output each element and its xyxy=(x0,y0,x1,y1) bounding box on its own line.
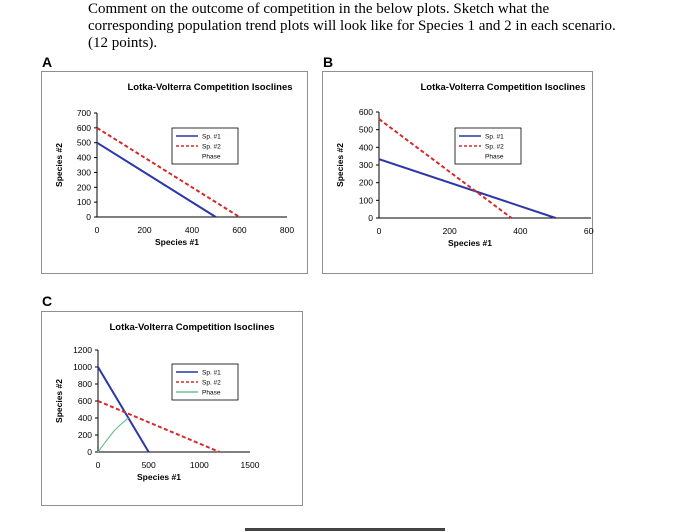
y-tick-label: 400 xyxy=(359,142,373,152)
y-tick-label: 600 xyxy=(78,396,92,406)
chart-title: Lotka-Volterra Competition Isoclines xyxy=(109,322,274,333)
x-tick-label: 1500 xyxy=(241,460,260,470)
question-line-3: (12 points). xyxy=(88,35,158,51)
x-tick-label: 400 xyxy=(513,226,527,236)
y-tick-label: 400 xyxy=(77,153,91,163)
x-axis-label: Species #1 xyxy=(137,472,181,482)
y-tick-label: 100 xyxy=(359,195,373,205)
y-tick-label: 0 xyxy=(86,212,91,222)
chart-title: Lotka-Volterra Competition Isoclines xyxy=(127,82,292,93)
series-line-sp-2 xyxy=(97,400,220,453)
legend-label: Phase xyxy=(202,154,221,161)
series-line-phase xyxy=(97,417,129,453)
y-tick-label: 0 xyxy=(87,447,92,457)
x-tick-label: 400 xyxy=(185,225,199,235)
x-tick-label: 800 xyxy=(280,225,294,235)
y-tick-label: 800 xyxy=(78,379,92,389)
chart-title: Lotka-Volterra Competition Isoclines xyxy=(420,82,585,93)
chart-svg: Lotka-Volterra Competition Isoclines 0 100… xyxy=(54,82,294,247)
x-tick-label: 500 xyxy=(142,460,156,470)
x-tick-label: 0 xyxy=(377,226,382,236)
x-axis-label: Species #1 xyxy=(155,237,199,247)
x-tick-label: 600 xyxy=(584,226,594,236)
question-line-2: corresponding population trend plots wil… xyxy=(88,18,616,34)
x-tick-label: 600 xyxy=(232,225,246,235)
legend-label: Sp. #1 xyxy=(202,370,221,377)
y-tick-label: 0 xyxy=(368,213,373,223)
y-tick-label: 200 xyxy=(359,178,373,188)
y-tick-label: 500 xyxy=(359,125,373,135)
question-line-1: Comment on the outcome of competition in… xyxy=(88,1,550,17)
y-axis-label: Species #2 xyxy=(54,379,64,423)
x-tick-label: 1000 xyxy=(190,460,209,470)
y-tick-label: 300 xyxy=(77,167,91,177)
y-tick-label: 1000 xyxy=(73,362,92,372)
series-line-sp-2 xyxy=(96,127,241,218)
y-tick-label: 100 xyxy=(77,197,91,207)
y-axis-label: Species #2 xyxy=(54,143,64,187)
series-line-sp-2 xyxy=(378,118,513,219)
legend-label: Phase xyxy=(485,154,504,161)
legend-label: Phase xyxy=(202,390,221,397)
question-text: Comment on the outcome of competition in… xyxy=(88,1,658,52)
chart-panel-a: Lotka-Volterra Competition Isoclines 0 100… xyxy=(41,71,308,274)
panel-label-a: A xyxy=(42,54,53,70)
series-line-sp-1 xyxy=(96,141,217,218)
legend-label: Sp. #2 xyxy=(202,144,221,151)
y-tick-label: 400 xyxy=(78,413,92,423)
series-line-sp-1 xyxy=(378,158,556,219)
divider-line xyxy=(245,528,445,531)
chart-svg: Lotka-Volterra Competition Isoclines 0 200… xyxy=(54,322,275,482)
x-tick-label: 0 xyxy=(95,225,100,235)
chart-panel-c: Lotka-Volterra Competition Isoclines 0 200… xyxy=(41,311,303,506)
panel-label-c: C xyxy=(42,293,53,309)
x-axis-label: Species #1 xyxy=(448,238,492,248)
y-tick-label: 200 xyxy=(77,182,91,192)
y-tick-label: 300 xyxy=(359,160,373,170)
y-tick-label: 1200 xyxy=(73,345,92,355)
y-tick-label: 200 xyxy=(78,430,92,440)
series-line-sp-1 xyxy=(97,366,150,453)
chart-panel-b: Lotka-Volterra Competition Isoclines 0 100… xyxy=(322,71,594,274)
x-tick-label: 200 xyxy=(137,225,151,235)
y-tick-label: 700 xyxy=(77,108,91,118)
x-tick-label: 0 xyxy=(96,460,101,470)
y-tick-label: 600 xyxy=(359,107,373,117)
y-axis-label: Species #2 xyxy=(335,143,345,187)
legend-label: Sp. #2 xyxy=(202,380,221,387)
panel-label-b: B xyxy=(323,54,334,70)
chart-svg: Lotka-Volterra Competition Isoclines 0 100… xyxy=(335,82,594,248)
legend-label: Sp. #2 xyxy=(485,144,504,151)
y-tick-label: 500 xyxy=(77,138,91,148)
legend-label: Sp. #1 xyxy=(485,134,504,141)
y-tick-label: 600 xyxy=(77,123,91,133)
legend-label: Sp. #1 xyxy=(202,134,221,141)
x-tick-label: 200 xyxy=(443,226,457,236)
